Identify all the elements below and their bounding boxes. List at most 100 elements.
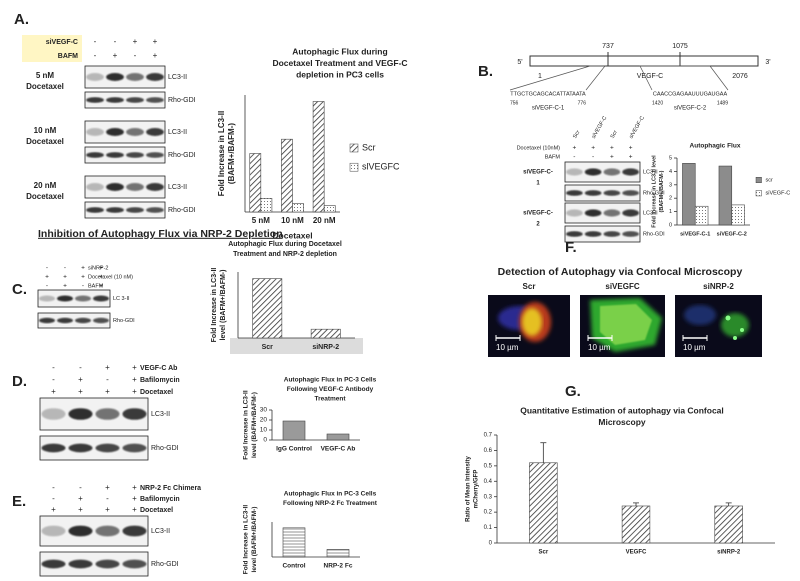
condition-sign: + [105, 363, 110, 372]
condition-sign: + [99, 274, 103, 281]
blot-band [622, 231, 639, 237]
bar [694, 205, 709, 226]
condition-sign: + [132, 505, 137, 514]
condition-sign: - [79, 363, 82, 372]
bar [252, 278, 283, 339]
chart-title: Following NRP-2 Fc Treatment [283, 500, 378, 507]
x-tick-label: Control [282, 563, 305, 570]
chart-title: Quantitative Estimation of autophagy via… [520, 405, 724, 415]
blot-band [39, 295, 55, 302]
legend-swatch [349, 143, 359, 153]
condition-label: Bafilomycin [140, 377, 180, 384]
condition-sign: - [573, 154, 575, 161]
bar [281, 138, 293, 213]
blot-band [566, 231, 583, 237]
band-label: Rho-GDI [643, 231, 665, 237]
blot-band [126, 152, 144, 158]
blot-band [86, 73, 104, 81]
y-axis-label: mCherry/GFP [474, 470, 480, 509]
x-tick-label: siVEGF-C-1 [680, 231, 710, 237]
y-axis-label: level (BAFM+/BAFM-) [220, 270, 227, 341]
group-label: 1 [536, 181, 540, 187]
blot-band [86, 183, 104, 191]
bar [310, 328, 341, 339]
y-tick-label: 0.2 [484, 510, 493, 516]
bar [731, 204, 745, 226]
condition-sign: + [51, 505, 56, 514]
chart-title: Autophagic Flux during Docetaxel [228, 241, 342, 248]
blot-band [106, 207, 124, 213]
lane-label: siVEGF-C [628, 115, 646, 139]
legend-label: scr [766, 177, 774, 183]
blot-band [93, 317, 109, 324]
blot-band [106, 128, 124, 136]
x-tick-label: siVEGF-C-2 [717, 231, 747, 237]
bar [718, 165, 733, 226]
x-tick-label: NRP-2 Fc [324, 563, 353, 570]
blot-frame [84, 65, 166, 89]
nucleus [684, 305, 716, 325]
blot-band [126, 128, 144, 136]
blot-band [41, 443, 66, 453]
bar [249, 153, 262, 213]
y-axis-label: (BAFM+/BAFM-) [227, 123, 236, 184]
group-label: 2 [536, 222, 540, 228]
y-tick-label: 0.5 [484, 463, 493, 469]
x-tick-label: siNRP-2 [717, 550, 741, 556]
legend-label: siVEGF-C [766, 191, 791, 197]
blot-band [93, 295, 109, 302]
condition-sign: - [94, 37, 97, 46]
condition-highlight [22, 35, 82, 62]
blot-band [106, 183, 124, 191]
position: 1489 [717, 100, 728, 106]
blot-band [106, 73, 124, 81]
y-axis-label: Fold Increase in LC3-II [243, 390, 250, 460]
band-label: LC3-II [168, 129, 187, 136]
y-tick-label: 0.7 [484, 433, 493, 439]
group-label: 5 nM [36, 71, 55, 80]
condition-sign: + [105, 483, 110, 492]
map-label: 737 [602, 43, 614, 50]
panel-label: D. [12, 373, 27, 390]
blot-band [41, 408, 66, 420]
bar [714, 505, 743, 544]
x-tick-label: VEGF-C Ab [321, 446, 356, 453]
blot-band [146, 128, 164, 136]
blot-band [146, 97, 164, 103]
chart-title: Autophagic Flux in PC-3 Cells [284, 377, 377, 384]
chart-title: Following VEGF-C Antibody [287, 386, 374, 393]
condition-sign: - [134, 51, 137, 60]
blot-band [146, 73, 164, 81]
chart-title: Autophagic Flux [690, 143, 741, 150]
lane-label: Scr [610, 129, 619, 139]
y-axis-label: Fold Increase in LC3-II level [651, 155, 657, 228]
gene-name: VEGF-C [637, 73, 663, 80]
y-tick-label: 10 [260, 427, 268, 434]
band-label: Rho-GDI [113, 318, 135, 324]
scale-label: 10 µm [496, 343, 519, 352]
y-tick-label: 1 [669, 209, 672, 215]
y-tick-label: 0.1 [484, 525, 493, 531]
legend-swatch [755, 177, 762, 183]
image-label: Scr [523, 282, 536, 291]
condition-label: Bafilomycin [140, 496, 180, 503]
blot-band [126, 73, 144, 81]
band-label: LC3-II [168, 184, 187, 191]
blot-band [126, 207, 144, 213]
condition-sign: + [78, 494, 83, 503]
category-band [230, 338, 363, 354]
condition-sign: - [82, 283, 84, 290]
blot-band [122, 408, 147, 420]
condition-sign: + [105, 505, 110, 514]
condition-label: Docetaxel [140, 507, 173, 514]
blot-band [95, 559, 120, 569]
target-name: siVEGF-C-1 [532, 106, 565, 112]
condition-sign: + [81, 265, 85, 272]
blot-band [106, 152, 124, 158]
legend-swatch [349, 162, 359, 172]
condition-sign: - [592, 154, 594, 161]
bar [621, 505, 651, 544]
blot-band [86, 152, 104, 158]
lane-label: Scr [572, 129, 581, 139]
condition-sign: - [64, 265, 66, 272]
